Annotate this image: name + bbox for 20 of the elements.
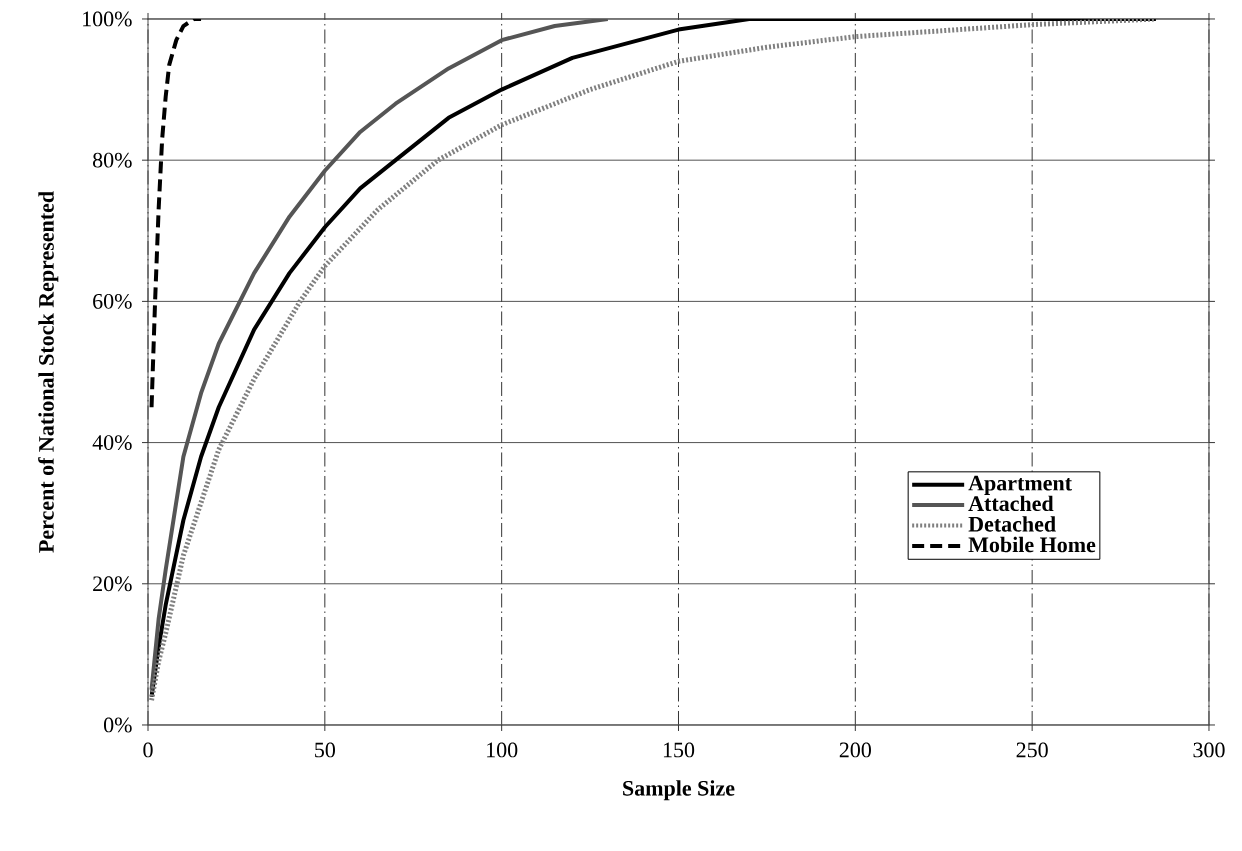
x-tick-label: 200 [839,742,871,758]
legend-label: Attached [968,495,1054,512]
legend-label: Detached [968,516,1056,532]
legend-label: Apartment [968,475,1072,496]
y-tick-label: 20% [93,576,132,592]
y-tick-label: 80% [92,152,132,168]
y-axis-title: Percent of National Stock Represented [38,191,59,553]
legend-label: Mobile Home [968,536,1096,553]
x-axis-title: Sample Size [623,780,735,801]
x-tick-label: 250 [1016,742,1048,758]
y-tick-label: 100% [83,11,132,27]
x-tick-label: 300 [1193,742,1225,758]
line-series [149,18,204,410]
x-tick-label: 100 [487,742,518,758]
x-tick-label: 0 [143,742,153,758]
x-tick-label: 150 [663,742,695,758]
y-tick-label: 40% [92,435,132,451]
y-tick-label: 0% [103,717,132,733]
x-tick-label: 50 [315,742,335,758]
y-tick-label: 60% [93,293,132,309]
